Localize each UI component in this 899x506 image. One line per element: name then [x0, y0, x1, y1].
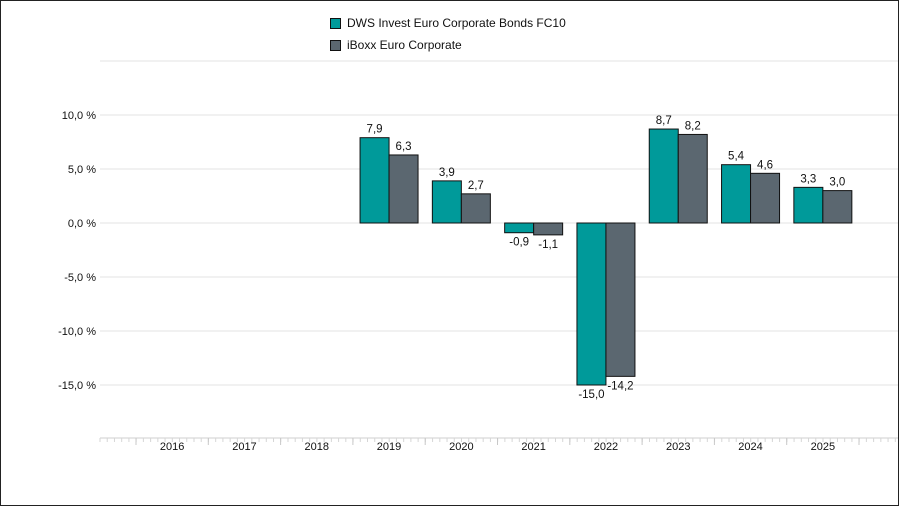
- data-label: 3,3: [800, 173, 816, 185]
- x-tick-label: 2017: [232, 441, 256, 453]
- legend-item-benchmark[interactable]: iBoxx Euro Corporate: [330, 34, 566, 56]
- x-tick-label: 2019: [377, 441, 401, 453]
- bar-benchmark-2019: [388, 154, 419, 224]
- bar-benchmark-2024: [750, 172, 781, 224]
- data-label: 2,7: [468, 180, 484, 192]
- x-tick-label: 2025: [811, 441, 835, 453]
- bar-fund-2019: [359, 137, 390, 224]
- data-label: -14,2: [607, 380, 633, 392]
- x-tick-label: 2016: [160, 441, 184, 453]
- x-tick-label: 2021: [521, 441, 545, 453]
- data-label: -0,9: [509, 237, 529, 249]
- y-tick-label: 0,0 %: [68, 218, 96, 230]
- x-tick-label: 2020: [449, 441, 473, 453]
- data-label: 6,3: [396, 141, 412, 153]
- bar-fund-2024: [721, 164, 752, 224]
- data-label: 3,0: [829, 177, 845, 189]
- legend-label-fund: DWS Invest Euro Corporate Bonds FC10: [347, 16, 566, 30]
- bar-benchmark-2021: [533, 222, 564, 236]
- legend-swatch-benchmark: [330, 39, 341, 51]
- bar-benchmark-2022: [605, 222, 636, 377]
- data-label: 4,6: [757, 159, 773, 171]
- x-tick-label: 2023: [666, 441, 690, 453]
- data-label: 8,7: [656, 115, 672, 127]
- y-tick-label: 5,0 %: [68, 164, 96, 176]
- x-tick-label: 2024: [738, 441, 762, 453]
- x-tick-label: 2018: [305, 441, 329, 453]
- data-label: 3,9: [439, 167, 455, 179]
- data-label: 5,4: [728, 151, 745, 163]
- bar-fund-2025: [793, 186, 824, 224]
- bar-benchmark-2020: [460, 193, 491, 224]
- y-tick-label: -5,0 %: [64, 272, 96, 284]
- legend-swatch-fund: [330, 17, 341, 29]
- bar-fund-2023: [648, 128, 679, 224]
- x-tick-label: 2022: [594, 441, 618, 453]
- y-tick-label: -15,0 %: [58, 380, 96, 392]
- bar-fund-2022: [576, 222, 607, 386]
- y-tick-label: 10,0 %: [62, 110, 96, 122]
- bar-benchmark-2025: [822, 190, 853, 224]
- bar-fund-2021: [504, 222, 535, 234]
- legend-item-fund[interactable]: DWS Invest Euro Corporate Bonds FC10: [330, 12, 566, 34]
- legend-label-benchmark: iBoxx Euro Corporate: [347, 38, 462, 52]
- bar-fund-2020: [431, 180, 462, 224]
- data-label: -15,0: [578, 389, 604, 401]
- data-label: 8,2: [685, 120, 701, 132]
- data-label: 7,9: [367, 124, 383, 136]
- data-label: -1,1: [538, 239, 558, 251]
- y-tick-label: -10,0 %: [58, 326, 96, 338]
- bar-benchmark-2023: [677, 133, 708, 224]
- chart-legend: DWS Invest Euro Corporate Bonds FC10 iBo…: [330, 12, 566, 56]
